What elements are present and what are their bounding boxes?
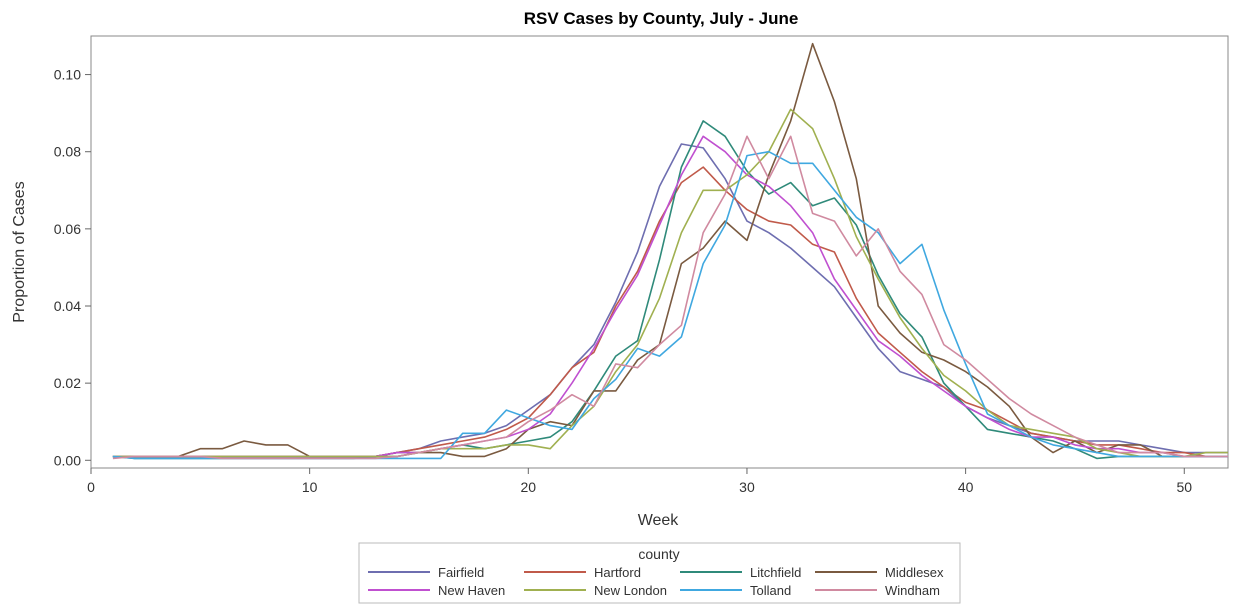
- legend-label-middlesex: Middlesex: [885, 565, 944, 580]
- x-tick-label: 0: [87, 479, 95, 495]
- series-line-new-haven: [112, 135, 1228, 458]
- x-tick-label: 40: [958, 479, 974, 495]
- x-tick-label: 50: [1176, 479, 1192, 495]
- series-line-new-london: [112, 108, 1228, 458]
- y-tick-label: 0.08: [54, 144, 81, 160]
- x-axis: 0 10 20 30 40 50: [87, 468, 1192, 495]
- y-tick-label: 0.06: [54, 221, 81, 237]
- legend-label-new-london: New London: [594, 583, 667, 598]
- x-tick-label: 30: [739, 479, 755, 495]
- chart-title: RSV Cases by County, July - June: [524, 9, 799, 28]
- legend-label-fairfield: Fairfield: [438, 565, 484, 580]
- series-line-windham: [112, 135, 1228, 460]
- legend-items: Fairfield Hartford Litchfield Middlesex New …: [368, 565, 944, 598]
- series-line-fairfield: [112, 143, 1228, 458]
- y-tick-label: 0.04: [54, 298, 81, 314]
- y-tick-label: 0.00: [54, 452, 81, 468]
- x-axis-label: Week: [638, 512, 680, 529]
- y-tick-label: 0.02: [54, 375, 81, 391]
- y-axis: 0.00 0.02 0.04 0.06 0.08 0.10: [54, 67, 91, 468]
- plot-frame: [90, 35, 1229, 469]
- legend: county Fairfield Hartford Litchfield Middle…: [358, 542, 961, 604]
- y-tick-label: 0.10: [54, 67, 81, 83]
- legend-label-litchfield: Litchfield: [750, 565, 801, 580]
- legend-label-windham: Windham: [885, 583, 940, 598]
- x-tick-label: 20: [521, 479, 537, 495]
- legend-label-tolland: Tolland: [750, 583, 791, 598]
- series-lines: [112, 42, 1228, 460]
- x-tick-label: 10: [302, 479, 318, 495]
- series-line-litchfield: [112, 120, 1228, 460]
- legend-label-new-haven: New Haven: [438, 583, 505, 598]
- series-line-middlesex: [112, 42, 1228, 458]
- legend-label-hartford: Hartford: [594, 565, 641, 580]
- y-axis-label: Proportion of Cases: [11, 181, 28, 322]
- legend-title: county: [638, 546, 679, 562]
